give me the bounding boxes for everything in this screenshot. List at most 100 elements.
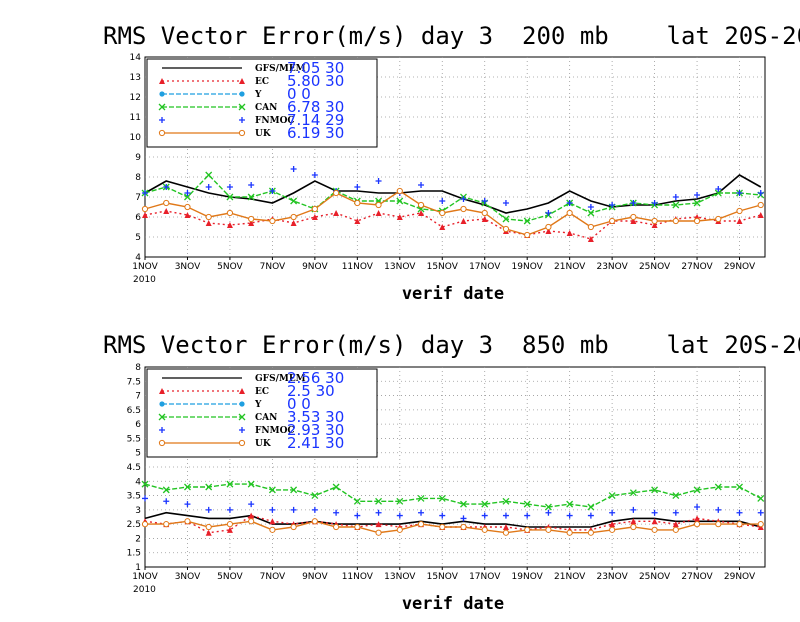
data-point [545,228,552,234]
legend-stat: 2.93 30 [287,421,344,439]
data-point [226,480,234,488]
x-tick-label: 17NOV [469,572,501,582]
legend-marker [158,129,166,137]
y-tick-label: 2 [135,534,141,544]
data-point [418,182,425,188]
data-point [205,483,213,491]
data-point [524,231,531,239]
data-point [736,218,743,224]
x-tick-label: 15NOV [427,572,459,582]
x-tick-label: 29NOV [724,572,756,582]
data-point [184,518,191,525]
y-tick-label: 3.5 [127,492,141,502]
y-tick-label: 12 [130,93,141,103]
series-line [145,520,761,534]
data-point [587,503,595,511]
y-tick-label: 8 [135,363,141,373]
data-point [481,512,488,519]
legend-entry: UK 6.19 30 [158,124,344,142]
data-point [566,230,573,236]
data-point [651,200,658,206]
data-point [290,166,297,172]
legend-marker [239,78,245,84]
data-point [290,523,297,531]
data-point [672,509,679,516]
x-tick-label: 23NOV [596,572,628,582]
data-point [439,198,446,204]
series-line [144,173,761,222]
x-tick-label: 3NOV [175,572,201,582]
series-line [144,190,761,236]
data-point [630,506,637,513]
data-point [566,200,573,206]
legend-box [146,368,378,458]
y-tick-label: 8 [135,173,141,183]
data-point [439,209,446,217]
y-tick-label: 11 [130,113,141,123]
data-point [269,506,276,513]
data-point [629,489,637,497]
data-point [290,197,298,205]
legend-marker [238,439,246,447]
data-point [141,480,149,488]
legend-marker [239,388,245,394]
data-point [226,506,233,513]
x-tick-label: 27NOV [681,572,713,582]
data-point [417,521,425,528]
data-point [502,529,510,536]
data-point [439,224,446,230]
data-point [163,199,170,207]
data-point [248,512,255,519]
data-point [524,512,531,519]
data-point [311,172,318,178]
legend-marker [239,91,245,97]
data-point [630,523,637,531]
data-point [651,518,658,525]
legend-stat: 6.78 30 [287,98,344,116]
data-point [269,217,276,225]
data-point [630,213,637,221]
legend-label: GFS/MEM [255,374,306,384]
x-tick-label: 1NOV [132,262,158,272]
data-point [354,512,361,519]
series-line [144,174,762,214]
data-point [693,521,701,528]
data-point [545,509,552,516]
legend-label: EC [255,77,269,87]
legend-entry: UK 2.41 30 [158,434,344,452]
data-point [417,201,425,209]
data-point [141,521,149,528]
legend-label: CAN [255,103,277,113]
x-tick-label: 21NOV [554,262,586,272]
data-point [630,200,637,206]
data-point [332,523,340,531]
data-point [396,214,403,220]
legend-marker [238,129,246,137]
y-tick-label: 1 [135,563,141,573]
legend-entry: EC 2.5 30 [159,382,335,400]
data-point [460,515,467,522]
data-point [142,190,148,196]
data-point [609,217,616,225]
data-point [354,184,361,190]
data-point [672,521,679,528]
data-point [333,210,340,216]
data-point [524,526,531,533]
data-point [523,217,531,225]
data-point [566,529,573,536]
y-tick-label: 10 [130,133,142,143]
data-point [481,526,488,533]
x-tick-label: 3NOV [175,262,201,272]
data-point [268,486,276,494]
x-tick-label: 7NOV [260,572,286,582]
legend-marker [158,413,166,421]
legend-label: CAN [255,413,277,423]
data-point [651,217,658,225]
chart-title-850mb: RMS Vector Error(m/s) day 3 850 mb lat 2… [103,331,800,359]
data-point [693,217,701,225]
data-point [481,198,488,204]
data-point [226,521,234,528]
